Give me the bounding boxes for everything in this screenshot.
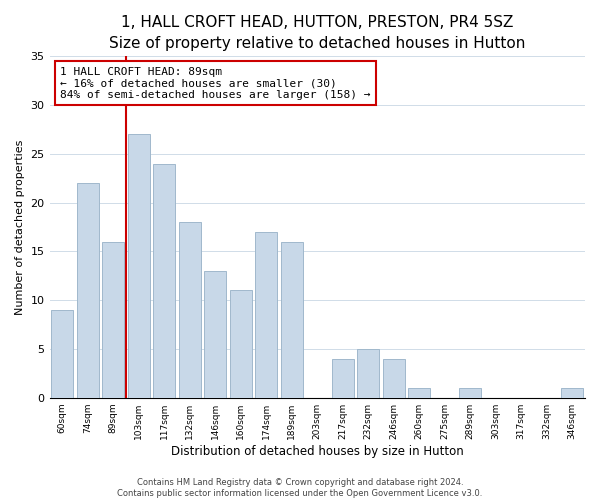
Bar — [179, 222, 200, 398]
Bar — [358, 349, 379, 398]
Bar — [383, 358, 404, 398]
Title: 1, HALL CROFT HEAD, HUTTON, PRESTON, PR4 5SZ
Size of property relative to detach: 1, HALL CROFT HEAD, HUTTON, PRESTON, PR4… — [109, 15, 526, 51]
Bar — [154, 164, 175, 398]
Bar — [256, 232, 277, 398]
Bar — [205, 271, 226, 398]
Bar — [230, 290, 251, 398]
Text: 1 HALL CROFT HEAD: 89sqm
← 16% of detached houses are smaller (30)
84% of semi-d: 1 HALL CROFT HEAD: 89sqm ← 16% of detach… — [60, 66, 371, 100]
Bar — [103, 242, 124, 398]
X-axis label: Distribution of detached houses by size in Hutton: Distribution of detached houses by size … — [171, 444, 464, 458]
Bar — [52, 310, 73, 398]
Bar — [409, 388, 430, 398]
Bar — [128, 134, 149, 398]
Bar — [281, 242, 302, 398]
Text: Contains HM Land Registry data © Crown copyright and database right 2024.
Contai: Contains HM Land Registry data © Crown c… — [118, 478, 482, 498]
Bar — [332, 358, 353, 398]
Bar — [77, 183, 98, 398]
Y-axis label: Number of detached properties: Number of detached properties — [15, 140, 25, 314]
Bar — [562, 388, 583, 398]
Bar — [460, 388, 481, 398]
